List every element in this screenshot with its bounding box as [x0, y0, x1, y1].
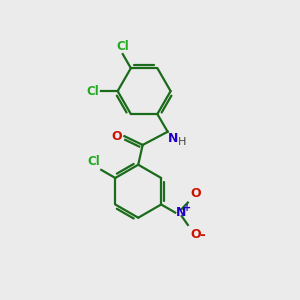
Text: N: N [168, 132, 178, 145]
Text: O: O [190, 228, 200, 241]
Text: O: O [190, 187, 200, 200]
Text: +: + [183, 203, 192, 213]
Text: Cl: Cl [87, 155, 100, 168]
Text: H: H [178, 137, 186, 147]
Text: Cl: Cl [86, 85, 99, 98]
Text: N: N [176, 206, 186, 219]
Text: O: O [111, 130, 122, 142]
Text: -: - [199, 228, 205, 242]
Text: Cl: Cl [116, 40, 129, 53]
